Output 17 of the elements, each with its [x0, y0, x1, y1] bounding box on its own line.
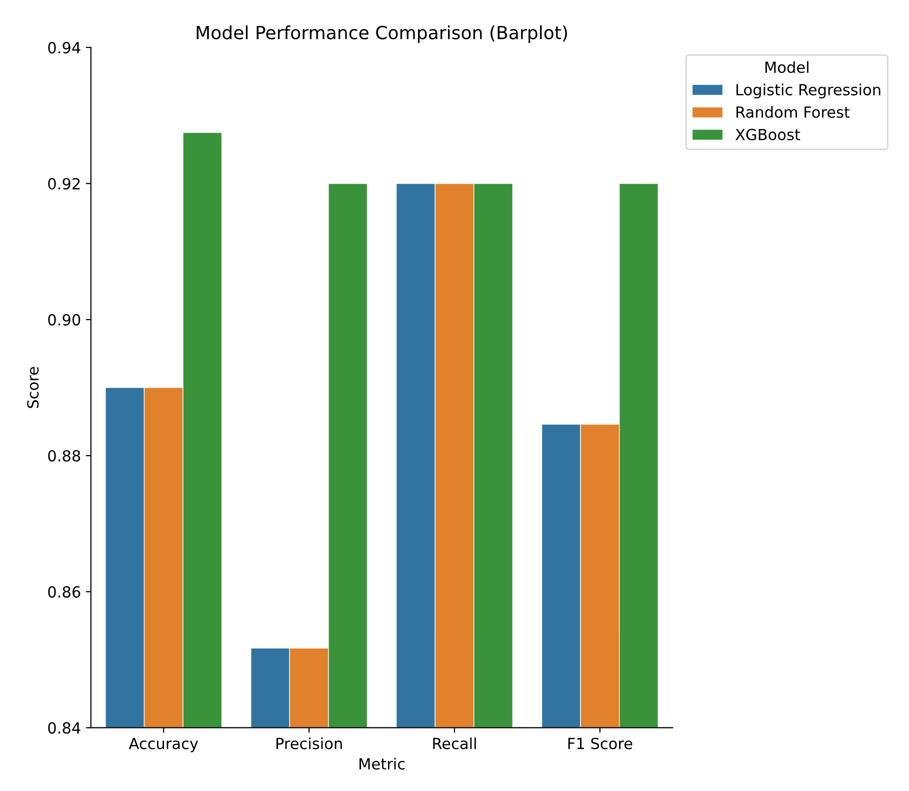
x-tick-label: Precision [276, 737, 342, 750]
legend-label: Random Forest [736, 106, 850, 118]
x-tick-label: Accuracy [128, 738, 198, 752]
x-axis-title: Metric [360, 758, 405, 770]
x-tick-label: F1 Score [568, 738, 632, 750]
y-tick-label: 0.86 [48, 586, 80, 598]
legend-label: Logistic Regression [736, 84, 880, 98]
chart-title: Model Performance Comparison (Barplot) [196, 25, 567, 43]
legend-label: XGBoost [735, 128, 800, 140]
y-tick-label: 0.84 [48, 722, 80, 734]
y-tick-label: 0.92 [48, 178, 80, 190]
y-tick-label: 0.88 [48, 450, 80, 462]
y-tick-label: 0.90 [48, 314, 80, 326]
legend-title: Model [765, 61, 808, 74]
x-tick-label: Recall [433, 737, 476, 750]
y-tick-label: 0.94 [48, 42, 80, 54]
y-axis-title: Score [27, 367, 39, 408]
